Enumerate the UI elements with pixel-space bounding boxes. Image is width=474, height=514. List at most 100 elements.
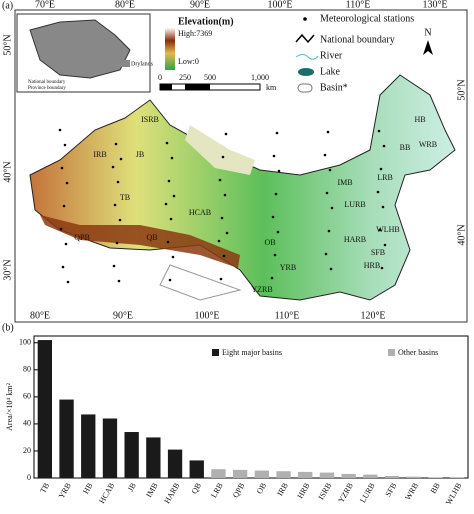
lat-label: 30°N bbox=[2, 259, 13, 280]
station bbox=[222, 156, 225, 159]
station bbox=[220, 278, 223, 281]
basin-label: IRB bbox=[93, 150, 106, 159]
bar bbox=[428, 477, 442, 478]
legend-swatch bbox=[212, 349, 219, 356]
inset-label: Drylands bbox=[131, 61, 154, 67]
station bbox=[116, 242, 119, 245]
station bbox=[66, 182, 69, 185]
lon-label: 110°E bbox=[275, 310, 300, 321]
y-tick-label: 0 bbox=[27, 473, 31, 482]
station bbox=[273, 155, 276, 158]
map-panel bbox=[15, 10, 467, 322]
bar bbox=[341, 474, 355, 478]
legend-item: Lake bbox=[320, 66, 341, 77]
station bbox=[171, 157, 174, 160]
basin-label: OB bbox=[264, 238, 275, 247]
scale-label: 250 bbox=[179, 73, 191, 82]
bar bbox=[255, 471, 269, 478]
basin-label: HCAB bbox=[189, 208, 211, 217]
station bbox=[114, 204, 117, 207]
station bbox=[381, 267, 384, 270]
station bbox=[327, 131, 330, 134]
station bbox=[278, 170, 281, 173]
station bbox=[119, 219, 122, 222]
station bbox=[120, 158, 123, 161]
scale-bar-seg bbox=[185, 84, 210, 90]
x-tick-label: JB bbox=[126, 481, 138, 493]
station bbox=[324, 154, 327, 157]
basin-label: SFB bbox=[371, 248, 385, 257]
legend-lake bbox=[298, 68, 314, 76]
basin-label: LURB bbox=[344, 200, 365, 209]
lat-label: 50°N bbox=[456, 79, 467, 100]
lon-label: 100°E bbox=[194, 310, 219, 321]
station bbox=[329, 169, 332, 172]
station bbox=[118, 280, 121, 283]
station bbox=[378, 130, 381, 133]
station bbox=[328, 230, 331, 233]
station bbox=[271, 277, 274, 280]
x-tick-label: ISRB bbox=[317, 481, 334, 501]
station bbox=[165, 203, 168, 206]
station bbox=[383, 145, 386, 148]
bar bbox=[233, 470, 247, 478]
basin-label: YZRB bbox=[251, 285, 272, 294]
scale-label: 0 bbox=[158, 73, 162, 82]
bar bbox=[211, 469, 225, 478]
basin-label: IMB bbox=[337, 178, 352, 187]
bar bbox=[190, 460, 204, 478]
basin-label: QPB bbox=[74, 233, 90, 242]
scale-label: 1,000 bbox=[251, 73, 269, 82]
station bbox=[112, 166, 115, 169]
legend-item: Basin* bbox=[320, 82, 348, 93]
legend-item: River bbox=[320, 50, 343, 61]
basin-label: LRB bbox=[377, 173, 393, 182]
x-tick-label: OB bbox=[255, 481, 268, 495]
station bbox=[330, 268, 333, 271]
bar bbox=[363, 475, 377, 478]
x-tick-label: YRB bbox=[57, 481, 73, 500]
legend-item: National boundary bbox=[320, 34, 395, 45]
legend-dot bbox=[303, 17, 307, 21]
x-tick-label: IRB bbox=[275, 481, 289, 497]
station bbox=[59, 129, 62, 132]
y-axis-label: Area/×10⁴ km² bbox=[5, 383, 14, 431]
x-tick-label: HB bbox=[81, 481, 94, 495]
inset-label: National boundary bbox=[28, 80, 66, 85]
basin-label: ISRB bbox=[141, 115, 159, 124]
legend-high: High:7369 bbox=[178, 29, 212, 38]
bar bbox=[59, 400, 73, 478]
legend-item: Meteorological stations bbox=[320, 13, 414, 24]
x-tick-label: BB bbox=[429, 481, 442, 495]
x-tick-label: TB bbox=[38, 481, 51, 494]
station bbox=[380, 168, 383, 171]
station bbox=[219, 179, 222, 182]
lon-label: 70°E bbox=[35, 0, 55, 10]
station bbox=[223, 255, 226, 258]
station bbox=[62, 266, 65, 269]
station bbox=[276, 132, 279, 135]
x-tick-label: LURB bbox=[358, 481, 376, 504]
basin-label: WRB bbox=[419, 140, 437, 149]
x-tick-label: YZRB bbox=[336, 481, 354, 504]
inset-legend-swatch bbox=[116, 60, 130, 67]
legend-low: Low:0 bbox=[178, 57, 199, 66]
bar bbox=[146, 437, 160, 478]
station bbox=[377, 191, 380, 194]
basin-label: HARB bbox=[344, 235, 366, 244]
y-tick-label: 60 bbox=[23, 392, 31, 401]
station bbox=[167, 241, 170, 244]
station bbox=[61, 167, 64, 170]
scale-unit: km bbox=[266, 83, 277, 92]
station bbox=[115, 143, 118, 146]
station bbox=[64, 144, 67, 147]
station bbox=[173, 195, 176, 198]
station bbox=[218, 240, 221, 243]
north-label: N bbox=[424, 27, 431, 38]
station bbox=[172, 256, 175, 259]
station bbox=[331, 207, 334, 210]
bar bbox=[385, 476, 399, 478]
x-tick-label: QPB bbox=[231, 481, 247, 499]
y-tick-label: 100 bbox=[19, 338, 31, 347]
